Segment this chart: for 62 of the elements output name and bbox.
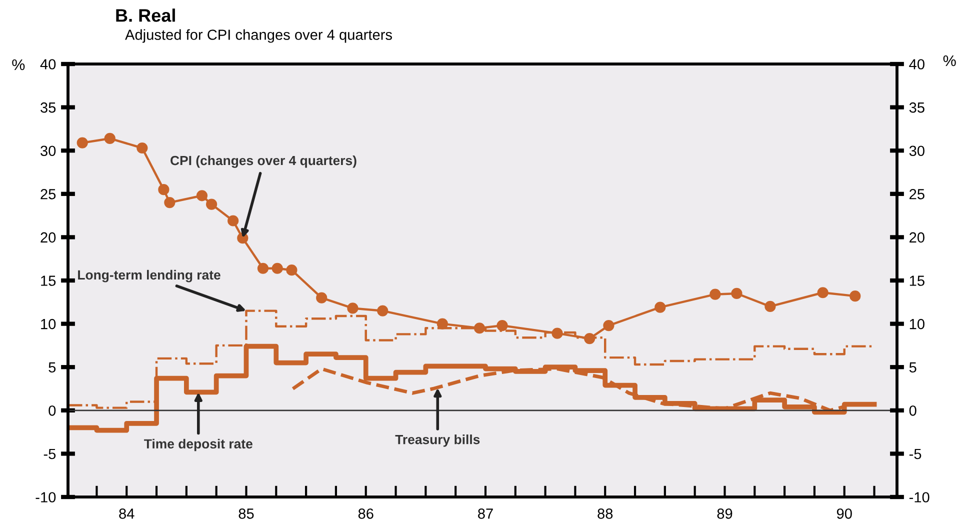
- point: [764, 300, 776, 312]
- y2-tick-label: 5: [909, 362, 916, 373]
- y2-axis-title: %: [943, 55, 956, 66]
- point: [158, 184, 170, 196]
- point: [603, 320, 614, 332]
- point: [196, 190, 208, 202]
- annotation: Time deposit rate: [144, 438, 252, 452]
- x-tick-label: 85: [238, 508, 254, 519]
- point: [272, 262, 283, 274]
- y-tick-label: 40: [40, 59, 56, 70]
- y2-tick-label: 30: [909, 146, 924, 156]
- point: [474, 322, 486, 334]
- point: [206, 198, 218, 210]
- y2-tick-label: 20: [910, 232, 924, 243]
- y2-tick-label: 15: [910, 276, 924, 286]
- x-tick-label: 87: [478, 508, 493, 519]
- x-tick-label: 90: [836, 508, 852, 519]
- y2-tick-label: 35: [909, 102, 924, 113]
- y-axis-title: %: [12, 59, 25, 70]
- y-tick-label: 15: [41, 276, 56, 286]
- point: [316, 292, 328, 304]
- y2-tick-label: 0: [909, 406, 916, 416]
- point: [850, 290, 861, 302]
- line-series: [291, 367, 845, 412]
- point: [817, 287, 828, 298]
- y2-tick-label: 10: [910, 318, 924, 330]
- annotation: Treasury bills: [395, 434, 480, 447]
- x-tick-label: 86: [358, 508, 374, 519]
- point: [496, 320, 508, 332]
- x-tick-label: 89: [717, 508, 732, 519]
- annotation: CPI (changes over 4 quarters): [170, 156, 356, 168]
- point: [731, 288, 742, 300]
- point: [164, 197, 176, 208]
- point: [377, 305, 388, 316]
- point: [76, 137, 88, 148]
- point: [286, 264, 298, 276]
- y-tick-label: 10: [41, 318, 56, 330]
- point: [228, 215, 239, 226]
- y-tick-label: 5: [48, 362, 56, 373]
- point: [710, 288, 721, 300]
- y2-tick-label: -5: [909, 448, 922, 460]
- chart-title: B. Real: [116, 8, 175, 22]
- y-tick-label: 25: [40, 189, 56, 200]
- y2-tick-label: 40: [909, 59, 924, 70]
- chart-subtitle: Adjusted for CPI changes over 4 quarters: [125, 29, 392, 43]
- point: [347, 302, 358, 314]
- x-tick-label: 88: [598, 508, 613, 519]
- y-tick-label: 30: [40, 146, 56, 156]
- y-tick-label: 0: [48, 406, 56, 416]
- point: [257, 262, 269, 274]
- point: [136, 142, 148, 154]
- y-tick-label: -10: [36, 492, 56, 502]
- annotation: Long-term lending rate: [78, 270, 220, 282]
- point: [552, 328, 563, 339]
- y2-tick-label: 25: [910, 189, 924, 200]
- y-tick-label: -5: [44, 448, 56, 460]
- y2-tick-label: -10: [909, 492, 930, 502]
- point: [104, 132, 116, 144]
- x-tick-label: 84: [119, 508, 134, 519]
- point: [654, 302, 666, 313]
- y-tick-label: 20: [40, 232, 56, 243]
- y-tick-label: 35: [40, 102, 56, 113]
